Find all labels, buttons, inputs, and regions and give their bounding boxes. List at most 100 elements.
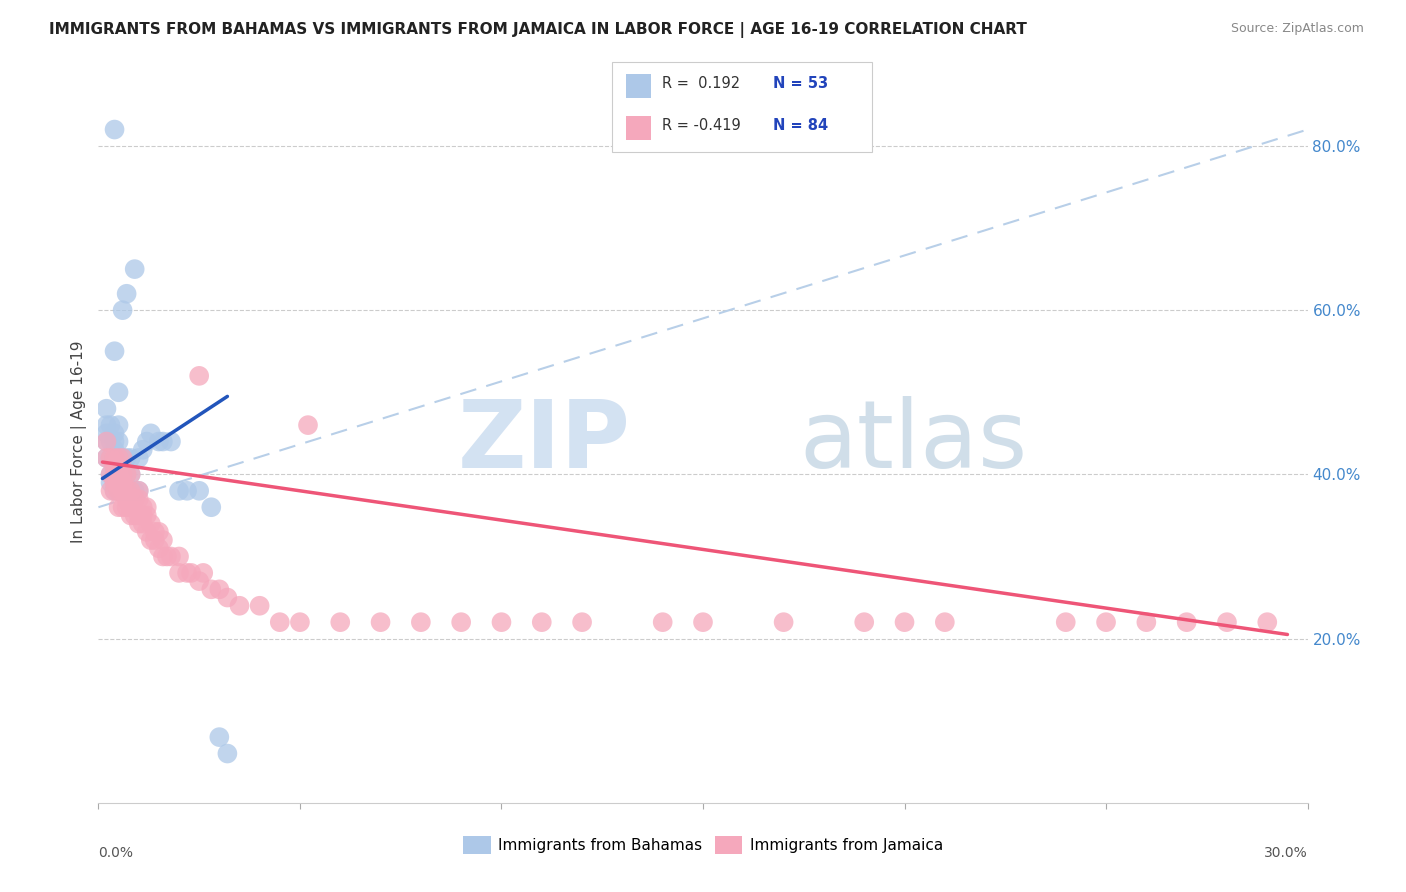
Point: [143, 524, 166, 539]
Point: [139, 516, 162, 531]
Point: [288, 615, 311, 630]
Point: [107, 385, 129, 400]
Point: [651, 615, 673, 630]
Point: [103, 475, 125, 490]
Point: [450, 615, 472, 630]
Point: [135, 524, 157, 539]
Point: [107, 467, 129, 482]
Point: [120, 500, 142, 515]
Point: [103, 426, 125, 441]
Point: [128, 491, 150, 506]
Point: [111, 483, 134, 498]
Point: [167, 483, 190, 498]
Point: [200, 500, 222, 515]
Point: [269, 615, 291, 630]
Point: [96, 450, 118, 465]
Point: [111, 303, 134, 318]
Point: [128, 483, 150, 498]
Point: [200, 582, 222, 597]
Point: [103, 450, 125, 465]
Point: [115, 467, 138, 482]
Point: [111, 450, 134, 465]
Point: [148, 541, 170, 556]
Point: [103, 442, 125, 457]
Text: R =  0.192: R = 0.192: [662, 77, 741, 91]
Point: [100, 467, 122, 482]
Point: [103, 475, 125, 490]
Point: [934, 615, 956, 630]
Point: [156, 549, 179, 564]
Point: [139, 533, 162, 547]
Point: [249, 599, 271, 613]
Point: [188, 574, 211, 588]
Point: [120, 483, 142, 498]
Point: [120, 467, 142, 482]
Point: [103, 434, 125, 449]
Point: [692, 615, 714, 630]
Text: atlas: atlas: [800, 395, 1028, 488]
Text: 0.0%: 0.0%: [98, 847, 134, 860]
Point: [100, 450, 122, 465]
Point: [124, 508, 146, 523]
Point: [100, 483, 122, 498]
Point: [120, 450, 142, 465]
Point: [103, 344, 125, 359]
Point: [329, 615, 352, 630]
Point: [132, 508, 155, 523]
Point: [530, 615, 553, 630]
Point: [115, 467, 138, 482]
Point: [128, 516, 150, 531]
Point: [193, 566, 215, 580]
Point: [115, 483, 138, 498]
Point: [893, 615, 915, 630]
Text: N = 84: N = 84: [773, 119, 828, 133]
Point: [107, 500, 129, 515]
Point: [111, 467, 134, 482]
Point: [96, 426, 118, 441]
Point: [120, 508, 142, 523]
Text: Source: ZipAtlas.com: Source: ZipAtlas.com: [1230, 22, 1364, 36]
Point: [100, 434, 122, 449]
Point: [100, 475, 122, 490]
Point: [115, 500, 138, 515]
Point: [167, 549, 190, 564]
Point: [120, 467, 142, 482]
Point: [297, 418, 319, 433]
Point: [124, 262, 146, 277]
Point: [103, 483, 125, 498]
Point: [103, 459, 125, 474]
Point: [135, 434, 157, 449]
Point: [1216, 615, 1239, 630]
Point: [96, 434, 118, 449]
Point: [370, 615, 392, 630]
Text: N = 53: N = 53: [773, 77, 828, 91]
Point: [160, 434, 183, 449]
Point: [176, 566, 198, 580]
Point: [180, 566, 202, 580]
Point: [152, 549, 174, 564]
Point: [111, 467, 134, 482]
Text: 30.0%: 30.0%: [1264, 847, 1308, 860]
Point: [100, 450, 122, 465]
Point: [96, 434, 118, 449]
Point: [139, 426, 162, 441]
Point: [96, 418, 118, 433]
Point: [188, 483, 211, 498]
Point: [128, 508, 150, 523]
Point: [1256, 615, 1278, 630]
Point: [103, 122, 125, 136]
Point: [115, 483, 138, 498]
Point: [228, 599, 250, 613]
Point: [409, 615, 432, 630]
Point: [188, 368, 211, 383]
Text: IMMIGRANTS FROM BAHAMAS VS IMMIGRANTS FROM JAMAICA IN LABOR FORCE | AGE 16-19 CO: IMMIGRANTS FROM BAHAMAS VS IMMIGRANTS FR…: [49, 22, 1028, 38]
Point: [143, 533, 166, 547]
Point: [208, 730, 231, 744]
Point: [128, 483, 150, 498]
Point: [1175, 615, 1198, 630]
Point: [160, 549, 183, 564]
Point: [1135, 615, 1157, 630]
Point: [107, 467, 129, 482]
Point: [128, 450, 150, 465]
Point: [217, 591, 239, 605]
